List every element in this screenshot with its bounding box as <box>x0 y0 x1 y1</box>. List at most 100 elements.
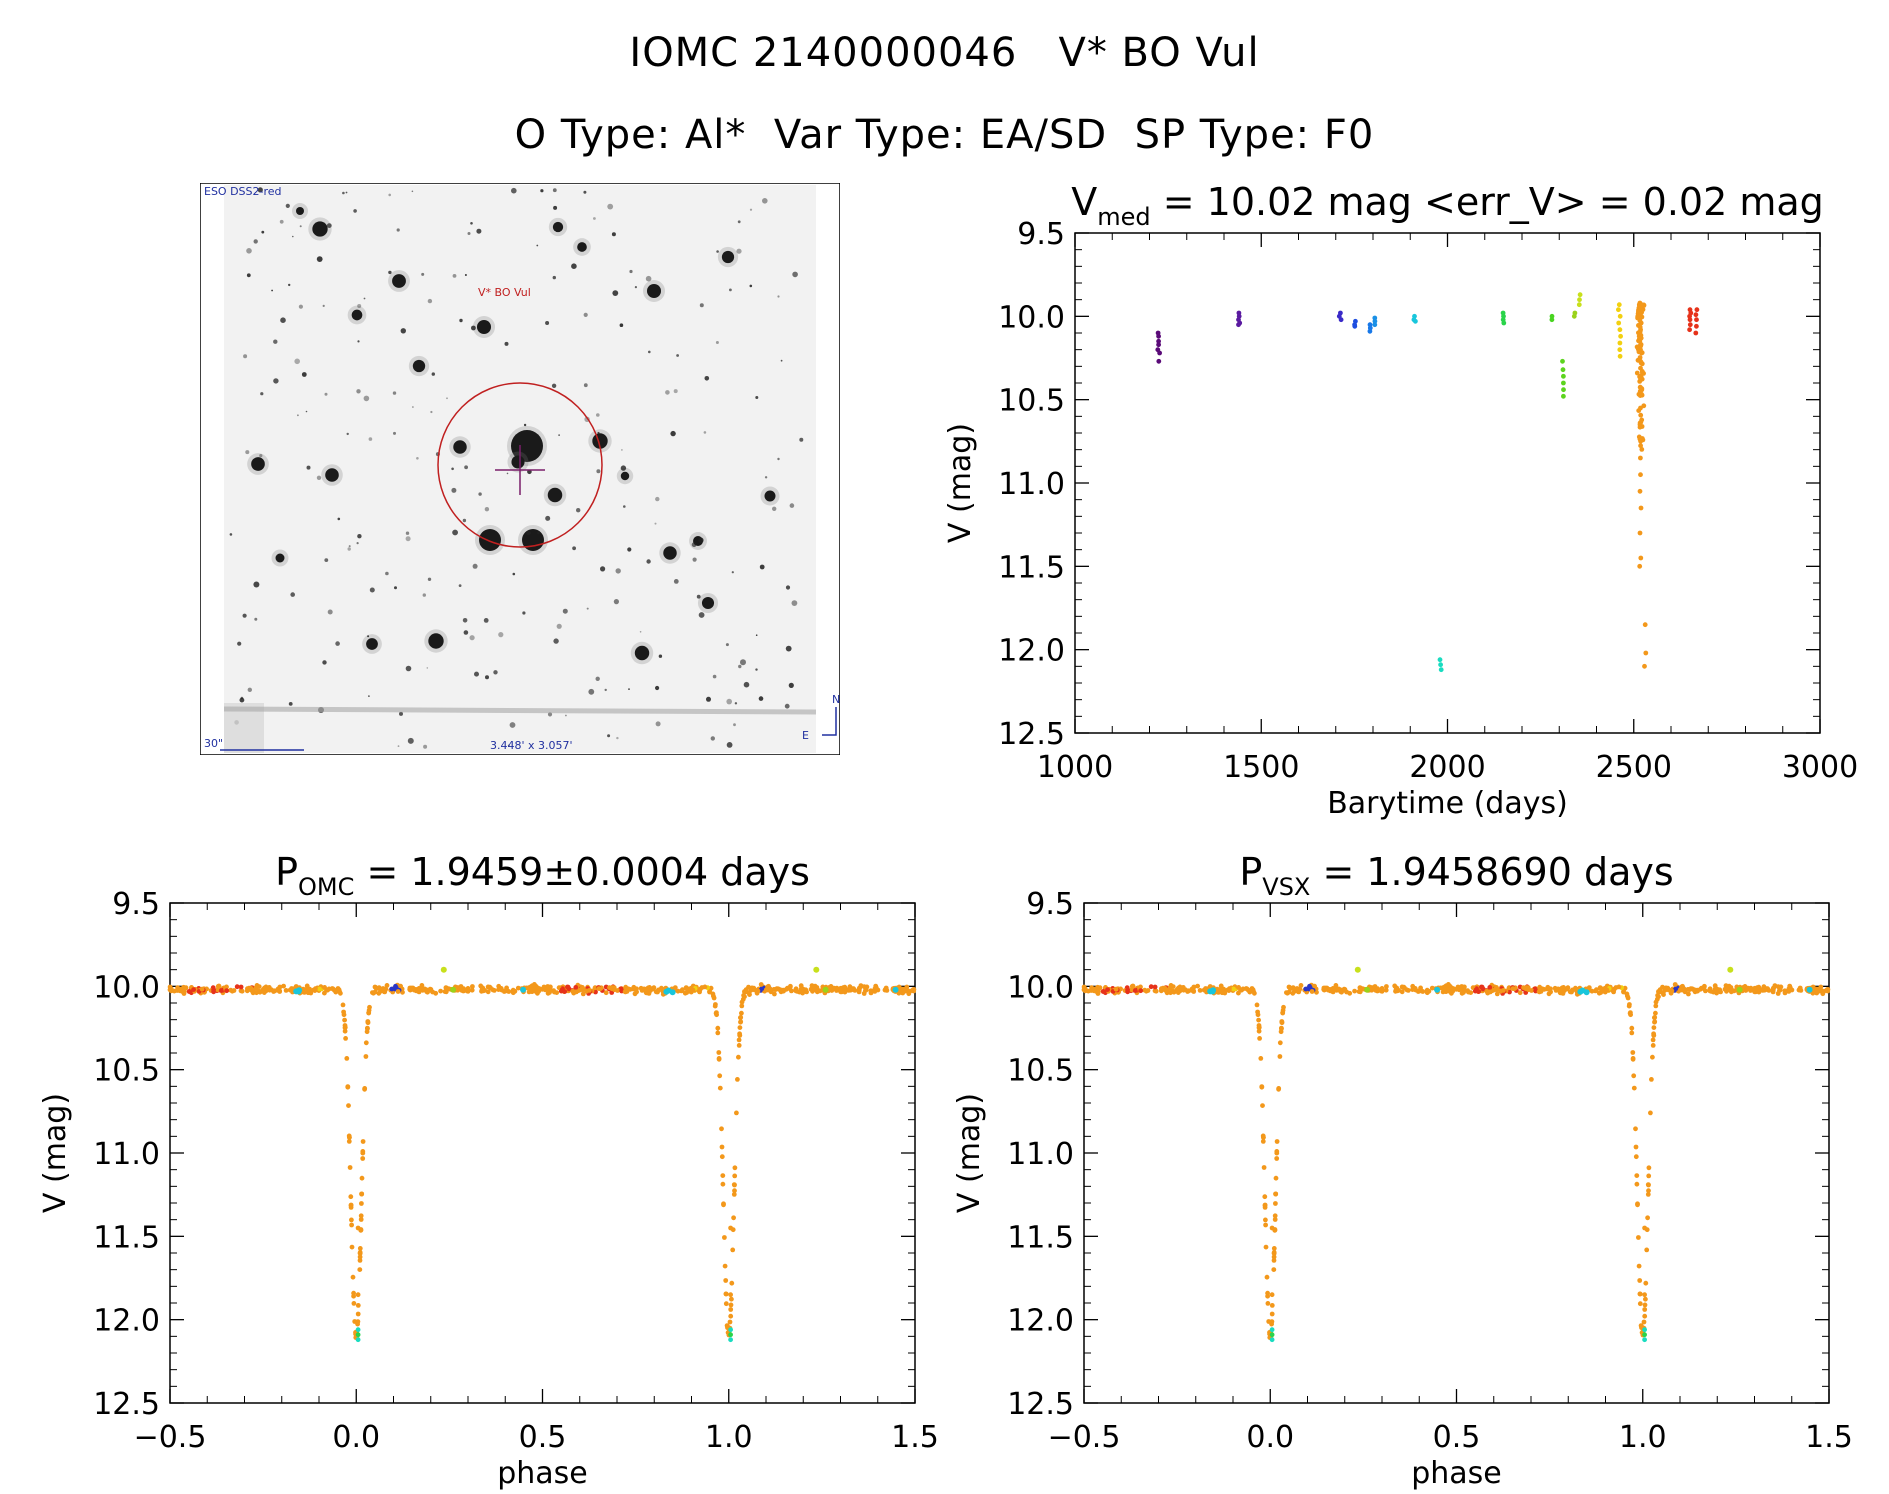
data-point <box>1148 984 1154 990</box>
data-point <box>363 1040 369 1046</box>
data-point <box>1633 1154 1639 1160</box>
data-point <box>1645 1215 1650 1221</box>
data-point <box>1642 622 1648 628</box>
data-point <box>1639 447 1645 452</box>
data-point <box>479 986 485 992</box>
data-point <box>355 1327 361 1333</box>
data-point <box>1756 984 1762 990</box>
data-point <box>1415 989 1421 994</box>
data-point <box>1548 986 1553 992</box>
data-point <box>1438 662 1443 668</box>
data-point <box>722 1235 727 1240</box>
star <box>356 542 359 545</box>
star <box>611 232 616 237</box>
data-point <box>1257 1036 1262 1041</box>
data-point <box>723 1278 729 1283</box>
star <box>324 392 328 396</box>
data-point <box>587 988 592 993</box>
star <box>451 487 457 493</box>
star <box>737 220 741 224</box>
figure-title: IOMC 2140000046 V* BO Vul <box>629 30 1260 76</box>
data-point <box>393 983 398 989</box>
data-point <box>1334 987 1340 993</box>
star <box>305 410 308 413</box>
data-point <box>363 1054 369 1059</box>
data-point <box>357 1258 363 1263</box>
data-point <box>1631 1073 1637 1079</box>
star <box>734 702 738 705</box>
data-point <box>342 1017 347 1023</box>
data-point <box>360 1156 366 1161</box>
data-point <box>1138 984 1143 990</box>
star <box>511 455 525 469</box>
data-point <box>737 1025 743 1030</box>
data-point <box>360 1149 366 1154</box>
data-point <box>357 1254 363 1260</box>
data-point <box>1352 988 1357 994</box>
data-point <box>1271 1251 1277 1256</box>
data-point <box>1272 1217 1278 1222</box>
data-point <box>632 991 638 997</box>
star <box>388 193 391 197</box>
star <box>275 553 285 563</box>
data-point <box>1579 987 1586 994</box>
data-point <box>1441 987 1447 992</box>
star <box>545 321 550 325</box>
data-point <box>1517 990 1523 996</box>
star <box>485 675 489 680</box>
star <box>239 697 245 703</box>
data-point <box>732 1188 737 1194</box>
data-point <box>1596 990 1602 996</box>
star <box>607 734 611 738</box>
data-point <box>1271 1258 1277 1263</box>
star <box>472 563 478 569</box>
y-tick-label: 11.5 <box>93 1220 160 1255</box>
data-point <box>355 1225 361 1231</box>
data-point <box>1303 986 1309 992</box>
data-point <box>1642 1292 1647 1298</box>
star <box>498 632 504 638</box>
figure-subtitle: O Type: Al* Var Type: EA/SD SP Type: F0 <box>514 112 1375 158</box>
target-label: V* BO Vul <box>478 286 531 299</box>
data-point <box>622 989 628 995</box>
data-point <box>442 989 448 994</box>
data-point <box>1195 983 1200 989</box>
data-point <box>1218 983 1224 989</box>
star <box>271 289 273 292</box>
star <box>299 225 302 228</box>
star <box>596 469 601 474</box>
data-point <box>1652 1019 1657 1025</box>
star <box>452 274 457 278</box>
target-circle <box>437 382 603 548</box>
y-tick-label: 9.5 <box>112 887 160 922</box>
data-point <box>1501 988 1506 993</box>
data-point <box>728 1313 734 1319</box>
data-point <box>267 987 272 993</box>
star <box>254 617 258 621</box>
plot-title: Vmed = 10.02 mag <err_V> = 0.02 mag <box>1071 180 1824 231</box>
data-point <box>1814 986 1820 992</box>
data-point <box>191 987 197 992</box>
data-point <box>716 1056 722 1062</box>
data-point <box>1501 320 1507 326</box>
data-point <box>1262 1194 1268 1200</box>
data-point <box>723 1301 729 1307</box>
x-tick-label: 1500 <box>1223 750 1299 785</box>
star <box>716 250 719 253</box>
star <box>740 659 746 666</box>
compass-icon <box>822 707 837 736</box>
x-tick-label: 0.0 <box>332 1420 380 1455</box>
data-point <box>313 986 318 992</box>
data-point <box>653 989 659 995</box>
data-point <box>627 987 633 992</box>
data-point <box>715 1030 721 1036</box>
data-point <box>1631 1085 1637 1091</box>
star <box>545 515 551 521</box>
data-point <box>719 1126 724 1132</box>
data-point <box>728 1327 733 1333</box>
fov-label: 3.448' x 3.057' <box>490 739 573 752</box>
star <box>469 635 475 641</box>
data-point <box>224 984 229 990</box>
data-point <box>1656 989 1661 994</box>
data-point <box>261 990 267 995</box>
